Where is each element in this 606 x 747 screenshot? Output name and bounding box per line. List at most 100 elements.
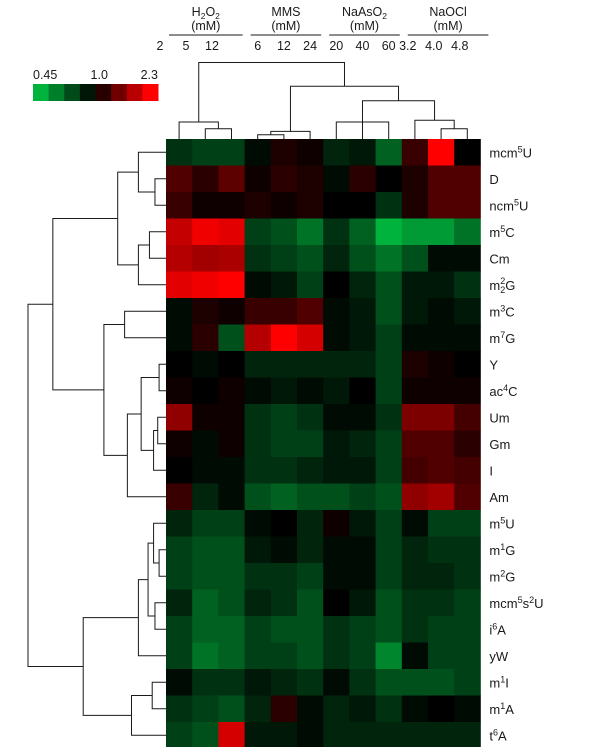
dendrogram-branch <box>148 231 166 259</box>
heatmap-cell-r1-c5 <box>297 165 324 193</box>
heatmap-cell-r8-c9 <box>401 351 429 378</box>
heatmap-cell-r16-c9 <box>401 563 429 590</box>
heatmap-cell-r6-c8 <box>375 298 403 325</box>
heatmap-cell-r15-c4 <box>270 536 298 564</box>
treatment-unit: (mM) <box>350 19 379 33</box>
row-label: t6A <box>489 727 507 743</box>
heatmap-cell-r14-c2 <box>218 510 245 537</box>
legend-swatch <box>142 84 159 101</box>
dendrogram-branch <box>124 310 166 339</box>
dendrogram-branch <box>117 171 139 266</box>
heatmap-cell-r10-c0 <box>166 404 193 431</box>
dendrogram-branch <box>158 363 166 392</box>
heatmap-cell-r8-c0 <box>166 351 193 378</box>
legend-mid-label: 1.0 <box>91 68 108 82</box>
heatmap-cell-r10-c1 <box>192 404 219 431</box>
heatmap-cell-r10-c9 <box>401 404 429 431</box>
heatmap-cell-r22-c6 <box>323 722 350 747</box>
heatmap-cell-r6-c5 <box>297 298 324 325</box>
heatmap-cell-r21-c0 <box>166 695 193 723</box>
heatmap-cell-r10-c5 <box>297 404 324 431</box>
heatmap-cell-r18-c4 <box>270 616 298 643</box>
heatmap-cell-r7-c5 <box>297 324 324 352</box>
heatmap-cell-r3-c0 <box>166 218 193 246</box>
heatmap-cell-r15-c8 <box>375 536 403 564</box>
heatmap-cells <box>166 139 481 747</box>
heatmap-cell-r16-c8 <box>375 563 403 590</box>
heatmap-cell-r2-c0 <box>166 192 193 219</box>
heatmap-cell-r5-c2 <box>218 271 245 299</box>
dendrogram-branch <box>131 695 166 736</box>
heatmap-cell-r15-c9 <box>401 536 429 564</box>
legend-swatch <box>64 84 81 101</box>
heatmap-cell-r0-c9 <box>401 139 429 166</box>
heatmap-cell-r15-c3 <box>244 536 272 564</box>
treatment-name: H2O2 <box>192 5 221 21</box>
heatmap-cell-r2-c11 <box>454 192 481 219</box>
dendrogram-branch <box>362 100 436 121</box>
heatmap-cell-r13-c4 <box>270 483 298 511</box>
heatmap-cell-r5-c4 <box>270 271 298 299</box>
heatmap-cell-r10-c2 <box>218 404 245 431</box>
heatmap-cell-r6-c2 <box>218 298 245 325</box>
heatmap-cell-r4-c0 <box>166 245 193 272</box>
heatmap-cell-r14-c10 <box>428 510 455 537</box>
dose-label: 3.2 <box>399 39 416 53</box>
heatmap-cell-r21-c9 <box>401 695 429 723</box>
heatmap-cell-r22-c3 <box>244 722 272 747</box>
heatmap-cell-r18-c6 <box>323 616 350 643</box>
heatmap-cell-r6-c7 <box>349 298 376 325</box>
dendrogram-branch <box>27 303 84 668</box>
column-dendrogram <box>178 62 468 139</box>
row-dendrogram <box>27 151 166 736</box>
heatmap-cell-r3-c9 <box>401 218 429 246</box>
heatmap-cell-r19-c11 <box>454 642 481 670</box>
row-label: m2G <box>489 568 515 584</box>
legend-swatch <box>48 84 65 101</box>
row-label: mcm5s2U <box>489 595 543 611</box>
heatmap-cell-r0-c4 <box>270 139 298 166</box>
heatmap-cell-r16-c10 <box>428 563 455 590</box>
dendrogram-branch <box>154 178 166 206</box>
heatmap-cell-r13-c1 <box>192 483 219 511</box>
heatmap-cell-r5-c11 <box>454 271 481 299</box>
heatmap-cell-r17-c11 <box>454 589 481 617</box>
heatmap-cell-r19-c1 <box>192 642 219 670</box>
heatmap-cell-r1-c11 <box>454 165 481 193</box>
heatmap-cell-r9-c0 <box>166 377 193 405</box>
heatmap-cell-r3-c6 <box>323 218 350 246</box>
heatmap-cell-r21-c4 <box>270 695 298 723</box>
dendrogram-branch <box>440 128 468 139</box>
heatmap-cell-r5-c7 <box>349 271 376 299</box>
heatmap-cell-r4-c9 <box>401 245 429 272</box>
dendrogram-branch <box>414 119 455 139</box>
legend-swatch <box>95 84 112 101</box>
heatmap-cell-r1-c0 <box>166 165 193 193</box>
heatmap-cell-r12-c1 <box>192 457 219 484</box>
heatmap-cell-r15-c5 <box>297 536 324 564</box>
heatmap-cell-r13-c6 <box>323 483 350 511</box>
heatmap-cell-r4-c3 <box>244 245 272 272</box>
heatmap-cell-r14-c5 <box>297 510 324 537</box>
heatmap-cell-r3-c10 <box>428 218 455 246</box>
heatmap-cell-r16-c2 <box>218 563 245 590</box>
heatmap-cell-r4-c1 <box>192 245 219 272</box>
dose-label: 6 <box>254 39 261 53</box>
heatmap-cell-r4-c10 <box>428 245 455 272</box>
dose-label: 4.0 <box>425 39 442 53</box>
dendrogram-branch <box>126 413 166 498</box>
heatmap-cell-r0-c0 <box>166 139 193 166</box>
heatmap-cell-r18-c10 <box>428 616 455 643</box>
heatmap-cell-r2-c1 <box>192 192 219 219</box>
heatmap-cell-r7-c11 <box>454 324 481 352</box>
heatmap-cell-r13-c2 <box>218 483 245 511</box>
dendrogram-branch <box>82 617 139 716</box>
heatmap-cell-r11-c8 <box>375 430 403 458</box>
heatmap-cell-r20-c0 <box>166 669 193 696</box>
heatmap-cell-r22-c4 <box>270 722 298 747</box>
heatmap-cell-r22-c5 <box>297 722 324 747</box>
heatmap-cell-r11-c3 <box>244 430 272 458</box>
dendrogram-branch <box>153 430 166 471</box>
heatmap-cell-r10-c10 <box>428 404 455 431</box>
heatmap-cell-r4-c7 <box>349 245 376 272</box>
